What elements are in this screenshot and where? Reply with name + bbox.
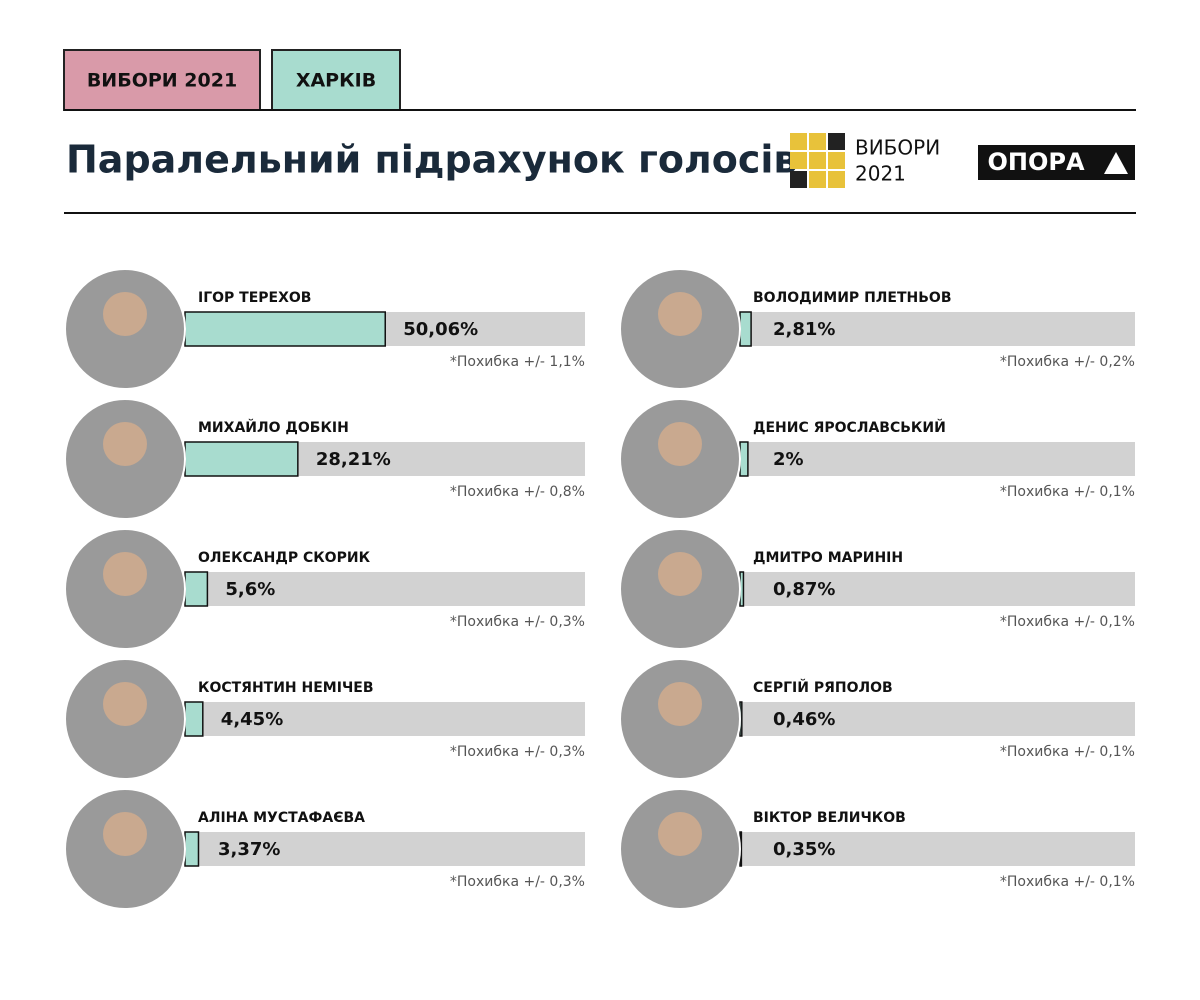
value-label: 0,87% [773, 579, 835, 600]
photo-head [658, 422, 702, 466]
margin-note: *Похибка +/- 0,8% [450, 484, 585, 500]
candidate-name: КОСТЯНТИН НЕМІЧЕВ [198, 680, 374, 696]
photo-head [658, 812, 702, 856]
margin-note: *Похибка +/- 1,1% [450, 354, 585, 370]
logo-grid [790, 133, 845, 188]
photo-head [103, 552, 147, 596]
tag: ХАРКІВ [296, 70, 376, 92]
value-label: 5,6% [225, 579, 275, 600]
candidate-name: МИХАЙЛО ДОБКІН [198, 419, 349, 436]
bar [184, 701, 204, 737]
brand-box [978, 145, 1135, 180]
tag-box [271, 49, 401, 111]
candidate-name: СЕРГІЙ РЯПОЛОВ [753, 679, 893, 696]
photo-head [103, 812, 147, 856]
value-label: 0,35% [773, 839, 835, 860]
candidate-name: ДМИТРО МАРИНІН [753, 550, 903, 566]
bar-track [185, 832, 585, 866]
candidate-name: АЛІНА МУСТАФАЄВА [198, 810, 365, 826]
value-label: 50,06% [403, 319, 478, 340]
margin-note: *Похибка +/- 0,1% [1000, 484, 1135, 500]
bar [184, 831, 200, 867]
bar [184, 441, 299, 477]
bar-track [185, 702, 585, 736]
value-label: 3,37% [218, 839, 280, 860]
bar-track [740, 572, 1135, 606]
bar-track [740, 442, 1135, 476]
candidate-name: ВОЛОДИМИР ПЛЕТНЬОВ [753, 290, 952, 306]
candidate-name: ДЕНИС ЯРОСЛАВСЬКИЙ [753, 419, 946, 436]
margin-note: *Похибка +/- 0,3% [450, 874, 585, 890]
margin-note: *Похибка +/- 0,3% [450, 744, 585, 760]
brand: ОПОРА [987, 148, 1084, 176]
bar-track [740, 702, 1135, 736]
margin-note: *Похибка +/- 0,1% [1000, 744, 1135, 760]
tag: ВИБОРИ 2021 [87, 70, 237, 92]
candidate-name: ВІКТОР ВЕЛИЧКОВ [753, 810, 906, 826]
photo-head [103, 422, 147, 466]
bar [184, 311, 386, 347]
margin-note: *Похибка +/- 0,2% [1000, 354, 1135, 370]
logo-text: ВИБОРИ [855, 136, 940, 160]
logo-text: 2021 [855, 162, 906, 186]
photo-head [658, 292, 702, 336]
bar-track [185, 572, 585, 606]
value-label: 4,45% [221, 709, 283, 730]
bar-track [740, 832, 1135, 866]
value-label: 28,21% [316, 449, 391, 470]
margin-note: *Похибка +/- 0,3% [450, 614, 585, 630]
value-label: 2,81% [773, 319, 835, 340]
bar [739, 311, 752, 347]
margin-note: *Похибка +/- 0,1% [1000, 614, 1135, 630]
tag-box [63, 49, 261, 111]
margin-note: *Похибка +/- 0,1% [1000, 874, 1135, 890]
value-label: 0,46% [773, 709, 835, 730]
photo-head [658, 552, 702, 596]
photo-head [103, 292, 147, 336]
candidate-name: ІГОР ТЕРЕХОВ [198, 290, 311, 306]
bar [184, 571, 209, 607]
chart-title: Паралельний підрахунок голосів [66, 138, 797, 182]
brand-triangle [1104, 152, 1128, 174]
photo-head [658, 682, 702, 726]
candidate-name: ОЛЕКСАНДР СКОРИК [198, 550, 371, 566]
bar-track [740, 312, 1135, 346]
photo-head [103, 682, 147, 726]
value-label: 2% [773, 449, 804, 470]
bar [739, 441, 749, 477]
